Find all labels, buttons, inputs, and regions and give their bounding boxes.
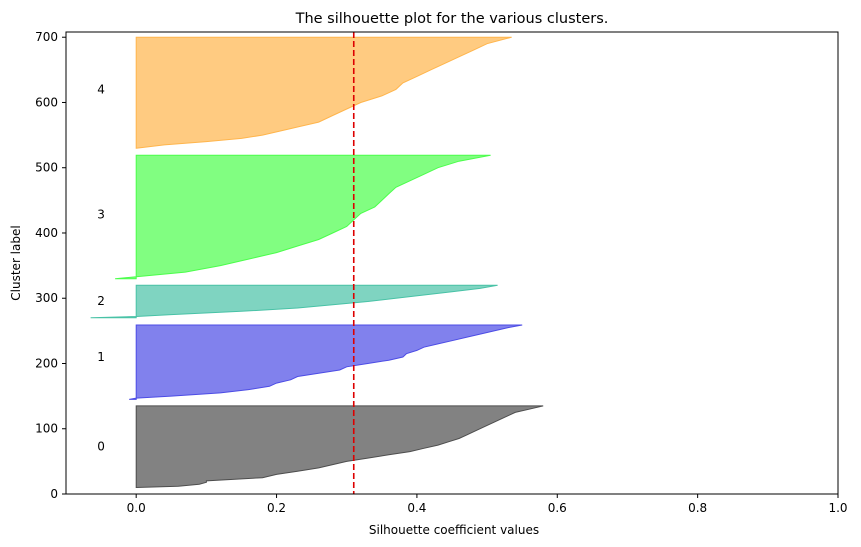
y-tick-label: 100 [35, 422, 58, 436]
cluster-2-label: 2 [97, 294, 105, 308]
x-tick-label: 0.2 [267, 501, 286, 515]
cluster-2-silhouette [90, 284, 498, 319]
y-axis-label: Cluster label [9, 225, 23, 300]
cluster-0-silhouette [135, 405, 544, 489]
y-axis-ticks: 0 100 200 300 400 500 600 700 [35, 30, 66, 501]
x-axis-ticks: 0.0 0.2 0.4 0.6 0.8 1.0 [127, 494, 848, 515]
cluster-labels: 0 1 2 3 4 [97, 82, 105, 453]
cluster-3-label: 3 [97, 208, 105, 222]
y-tick-label: 400 [35, 226, 58, 240]
cluster-1-label: 1 [97, 350, 105, 364]
y-tick-label: 500 [35, 161, 58, 175]
plot-frame [65, 31, 839, 495]
x-tick-label: 0.6 [548, 501, 567, 515]
y-tick-label: 200 [35, 356, 58, 370]
cluster-0-label: 0 [97, 439, 105, 453]
x-tick-label: 1.0 [828, 501, 847, 515]
cluster-1-silhouette [129, 324, 523, 400]
cluster-silhouettes [90, 36, 544, 489]
chart-title: The silhouette plot for the various clus… [295, 11, 609, 27]
x-tick-label: 0.4 [407, 501, 426, 515]
x-tick-label: 0.8 [688, 501, 707, 515]
cluster-3-silhouette [115, 154, 491, 280]
y-tick-label: 0 [50, 487, 58, 501]
x-axis-label: Silhouette coefficient values [369, 523, 539, 537]
cluster-4-silhouette [135, 36, 512, 149]
cluster-4-label: 4 [97, 82, 105, 96]
y-tick-label: 300 [35, 291, 58, 305]
x-tick-label: 0.0 [127, 501, 146, 515]
y-tick-label: 700 [35, 30, 58, 44]
y-tick-label: 600 [35, 95, 58, 109]
